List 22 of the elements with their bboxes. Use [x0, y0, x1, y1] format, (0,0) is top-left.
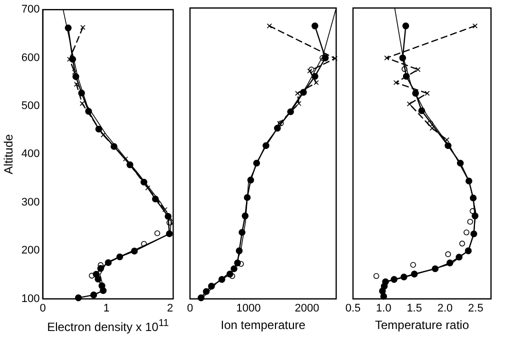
- x-tick-label: 1.0: [376, 302, 392, 314]
- x-tick-label: 2.5: [468, 302, 484, 314]
- x-tick-label: 0: [40, 302, 46, 314]
- x-axis-title: Electron density x 10$^{11}$: [47, 318, 169, 334]
- x-tick-label: 2: [166, 302, 174, 314]
- x-tick-label: 2000: [294, 302, 320, 314]
- x-axis-title: Temperature ratio: [374, 318, 470, 332]
- x-tick-label: 2.0: [437, 302, 453, 314]
- y-tick-label: 100: [21, 292, 40, 305]
- x-tick-label: 0.5: [345, 302, 361, 314]
- x-tick-label: 0: [186, 302, 194, 314]
- x-tick-label: 1.5: [406, 302, 422, 314]
- x-tick-label: 1: [103, 302, 110, 314]
- y-tick-label: 300: [21, 196, 40, 208]
- y-tick-label: 500: [21, 100, 40, 112]
- x-axis-title: Ion temperature: [220, 318, 306, 332]
- y-axis-title: Altitude: [2, 134, 16, 174]
- y-tick-label: 400: [21, 148, 40, 160]
- y-tick-label: 700: [21, 4, 40, 16]
- x-tick-label: 1000: [236, 302, 261, 314]
- y-tick-label: 200: [21, 244, 40, 257]
- y-tick-label: 600: [21, 52, 40, 64]
